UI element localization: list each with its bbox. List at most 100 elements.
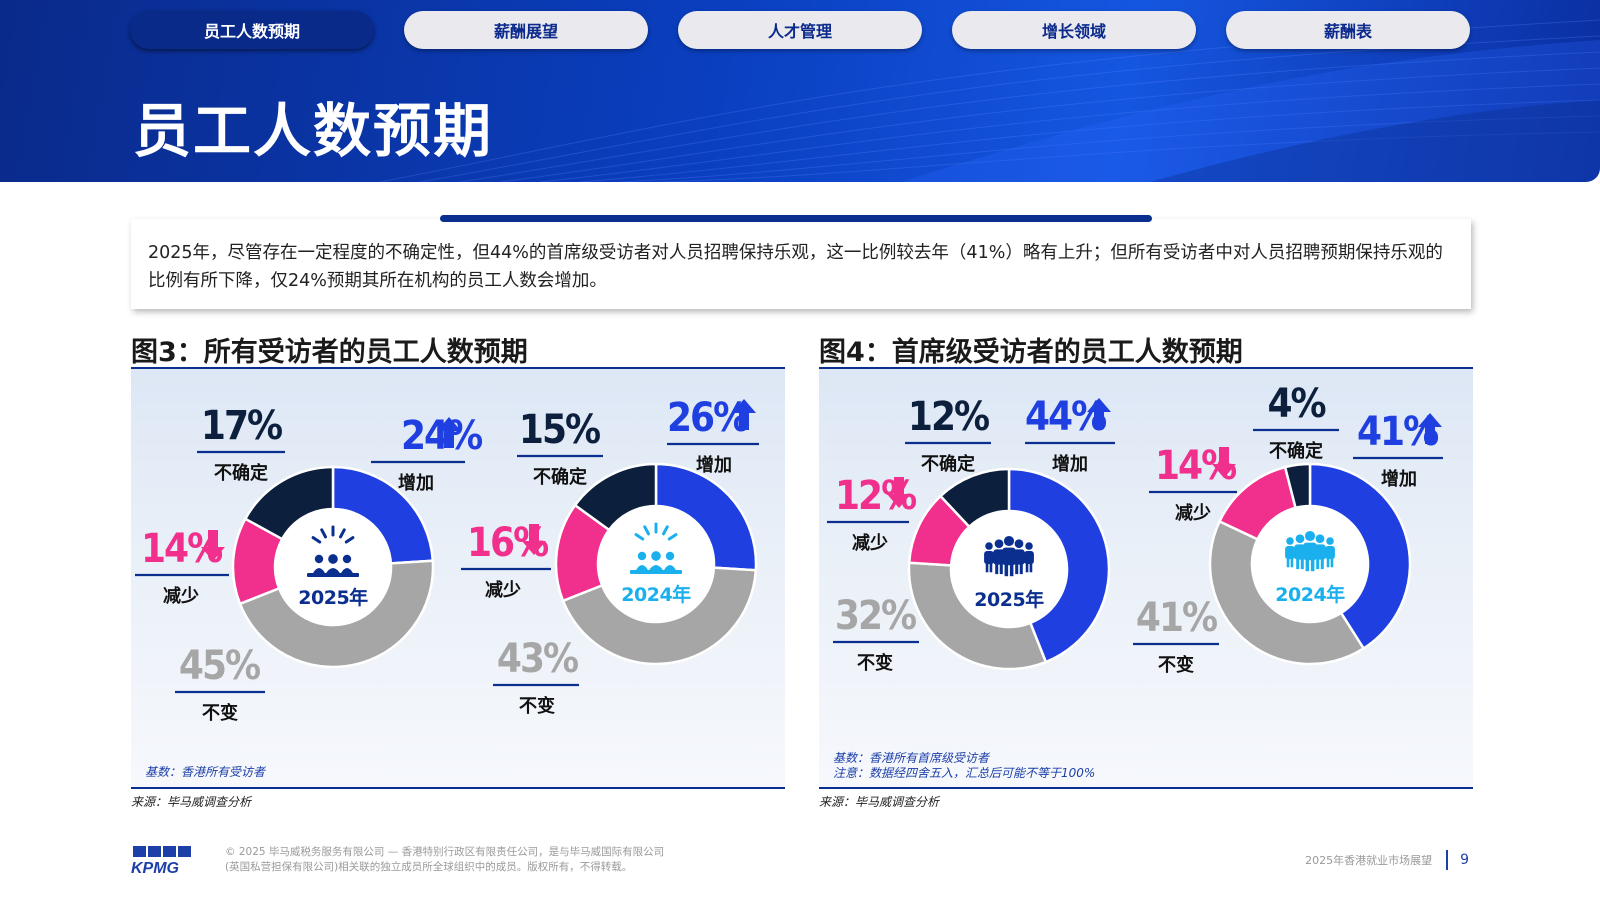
kpmg-logo: KPMG [131,846,191,874]
donut-center-year: 2024年 [1275,583,1345,606]
tab-growth-areas[interactable]: 增长领域 [952,11,1196,49]
label-uncertain-2-value: 12% [908,394,989,440]
label-increase-0-category: 增加 [398,472,434,494]
header-banner: 员工人数预期 薪酬展望 人才管理 增长领域 薪酬表 员工人数预期 [0,0,1600,182]
footer-right: 2025年香港就业市场展望 9 [1305,850,1469,870]
label-decrease-2-category: 减少 [852,532,888,554]
donut-center [1252,506,1368,622]
intro-box: 2025年，尽管存在一定程度的不确定性，但44%的首席级受访者对人员招聘保持乐观… [131,219,1471,309]
label-unchanged-1: 43% 不变 [493,636,580,717]
figure-4-charts: 2025年 44% 增加 32% 不变 12%减少 12% 不确定 2024年 41%增加 41% 不… [827,381,1443,676]
group-people-icon [984,535,1034,577]
arrow-down-icon [522,524,546,555]
arrow-up-icon [1087,398,1111,429]
label-uncertain-0-value: 17% [201,403,282,449]
label-decrease-1-category: 减少 [485,579,521,601]
arrow-down-icon [1212,447,1236,478]
donut-chart-2025年: 2025年 [231,465,435,669]
label-unchanged-1-category: 不变 [519,695,555,717]
kpmg-logo-text: KPMG [131,860,179,874]
label-increase-0: 24% 增加 [371,413,484,494]
label-uncertain-1: 15% 不确定 [517,407,603,488]
label-decrease-3: 14%减少 [1149,443,1238,524]
label-unchanged-2-value: 32% [835,593,916,639]
crowd-celebration-icon [307,525,359,577]
donut-center [951,511,1067,627]
group-people-icon [1285,530,1335,572]
arrow-down-icon [887,477,911,508]
figure-4-panel: 2025年 44% 增加 32% 不变 12% 减少 12% 不确定 2024年 41% 增加 41% 不… [819,367,1473,789]
label-uncertain-1-category: 不确定 [533,466,587,488]
footer-separator [1446,850,1449,870]
label-unchanged-3-category: 不变 [1158,654,1194,676]
page-number: 9 [1460,852,1469,868]
figure-3-source: 来源：毕马威调查分析 [131,795,252,809]
label-decrease-1: 16%减少 [461,520,551,601]
donut-slice-unchanged [238,559,435,669]
donut-chart-2025年: 2025年 [907,467,1111,671]
label-increase-3-category: 增加 [1381,468,1417,490]
page-title: 员工人数预期 [133,97,494,165]
label-decrease-0: 14%减少 [135,526,229,607]
label-uncertain-2-category: 不确定 [921,453,975,475]
figure-3-charts: 2025年 24% 增加 45% 不变 14%减少 17% 不确定 2024年 26% 增加 43% 不… [135,395,759,724]
label-uncertain-2: 12% 不确定 [905,394,991,475]
figure-4-base-note: 基数：香港所有首席级受访者 [833,751,990,765]
tab-talent-management[interactable]: 人才管理 [678,11,922,49]
arrow-up-icon [732,399,756,430]
donut-chart-2024年: 2024年 [554,462,758,666]
arrow-up-icon [437,417,461,448]
wave-decoration [379,19,1600,182]
accent-bar [440,215,1152,222]
label-uncertain-3: 4% 不确定 [1253,381,1339,462]
section-tabs: 员工人数预期 薪酬展望 人才管理 增长领域 薪酬表 [130,11,1470,49]
label-unchanged-3: 41% 不变 [1133,595,1219,676]
label-increase-0-value: 24% [401,413,482,459]
label-increase-1-category: 增加 [696,454,732,476]
label-increase-2-category: 增加 [1052,453,1088,475]
label-increase-2-value: 44% [1025,394,1106,440]
tab-salary-outlook[interactable]: 薪酬展望 [404,11,648,49]
label-unchanged-0: 45% 不变 [175,643,265,724]
label-unchanged-2: 32% 不变 [833,593,919,674]
tab-salary-table[interactable]: 薪酬表 [1226,11,1470,49]
tab-headcount[interactable]: 员工人数预期 [130,11,374,49]
donut-center [598,506,714,622]
donut-center [275,509,391,625]
arrow-down-icon [201,530,225,561]
label-uncertain-0-category: 不确定 [214,462,268,484]
figure-4-source: 来源：毕马威调查分析 [819,795,940,809]
label-decrease-2: 12%减少 [827,473,918,554]
copyright-line-1: © 2025 毕马威税务服务有限公司 — 香港特别行政区有限责任公司，是与毕马威… [225,846,665,858]
label-unchanged-2-category: 不变 [857,652,893,674]
intro-text: 2025年，尽管存在一定程度的不确定性，但44%的首席级受访者对人员招聘保持乐观… [148,243,1443,291]
label-uncertain-3-category: 不确定 [1269,440,1323,462]
label-increase-1: 26% 增加 [667,395,759,476]
label-uncertain-1-value: 15% [519,407,600,453]
donut-center-year: 2025年 [974,588,1044,611]
report-name: 2025年香港就业市场展望 [1305,854,1433,867]
label-increase-2: 44% 增加 [1025,394,1115,475]
arrow-up-icon [1418,413,1442,444]
label-uncertain-3-value: 4% [1267,381,1325,427]
label-unchanged-3-value: 41% [1136,595,1217,641]
copyright-notice: © 2025 毕马威税务服务有限公司 — 香港特别行政区有限责任公司，是与毕马威… [225,845,664,875]
label-unchanged-1-value: 43% [497,636,578,682]
label-increase-3: 41%增加 [1353,409,1443,490]
figure-3-panel: 2025年 24% 增加 45% 不变 14% 减少 17% 不确定 2024年 26% 增加 43% 不… [131,367,785,789]
figure-3-base-note: 基数：香港所有受访者 [145,765,266,779]
crowd-celebration-icon [630,522,682,574]
label-unchanged-0-category: 不变 [202,702,238,724]
label-uncertain-0: 17% 不确定 [197,403,285,484]
figure-4-rounding-note: 注意：数据经四舍五入，汇总后可能不等于100% [833,766,1096,780]
donut-center-year: 2025年 [298,586,368,609]
donut-chart-2024年: 2024年 [1208,462,1412,666]
label-decrease-3-category: 减少 [1175,502,1211,524]
figure-4-title: 图4：首席级受访者的员工人数预期 [819,337,1243,368]
figure-3-title: 图3：所有受访者的员工人数预期 [131,337,528,368]
label-unchanged-0-value: 45% [179,643,260,689]
donut-center-year: 2024年 [621,583,691,606]
copyright-line-2: (英国私营担保有限公司)相关联的独立成员所全球组织中的成员。版权所有，不得转载。 [225,861,633,873]
label-increase-1-value: 26% [667,395,748,441]
